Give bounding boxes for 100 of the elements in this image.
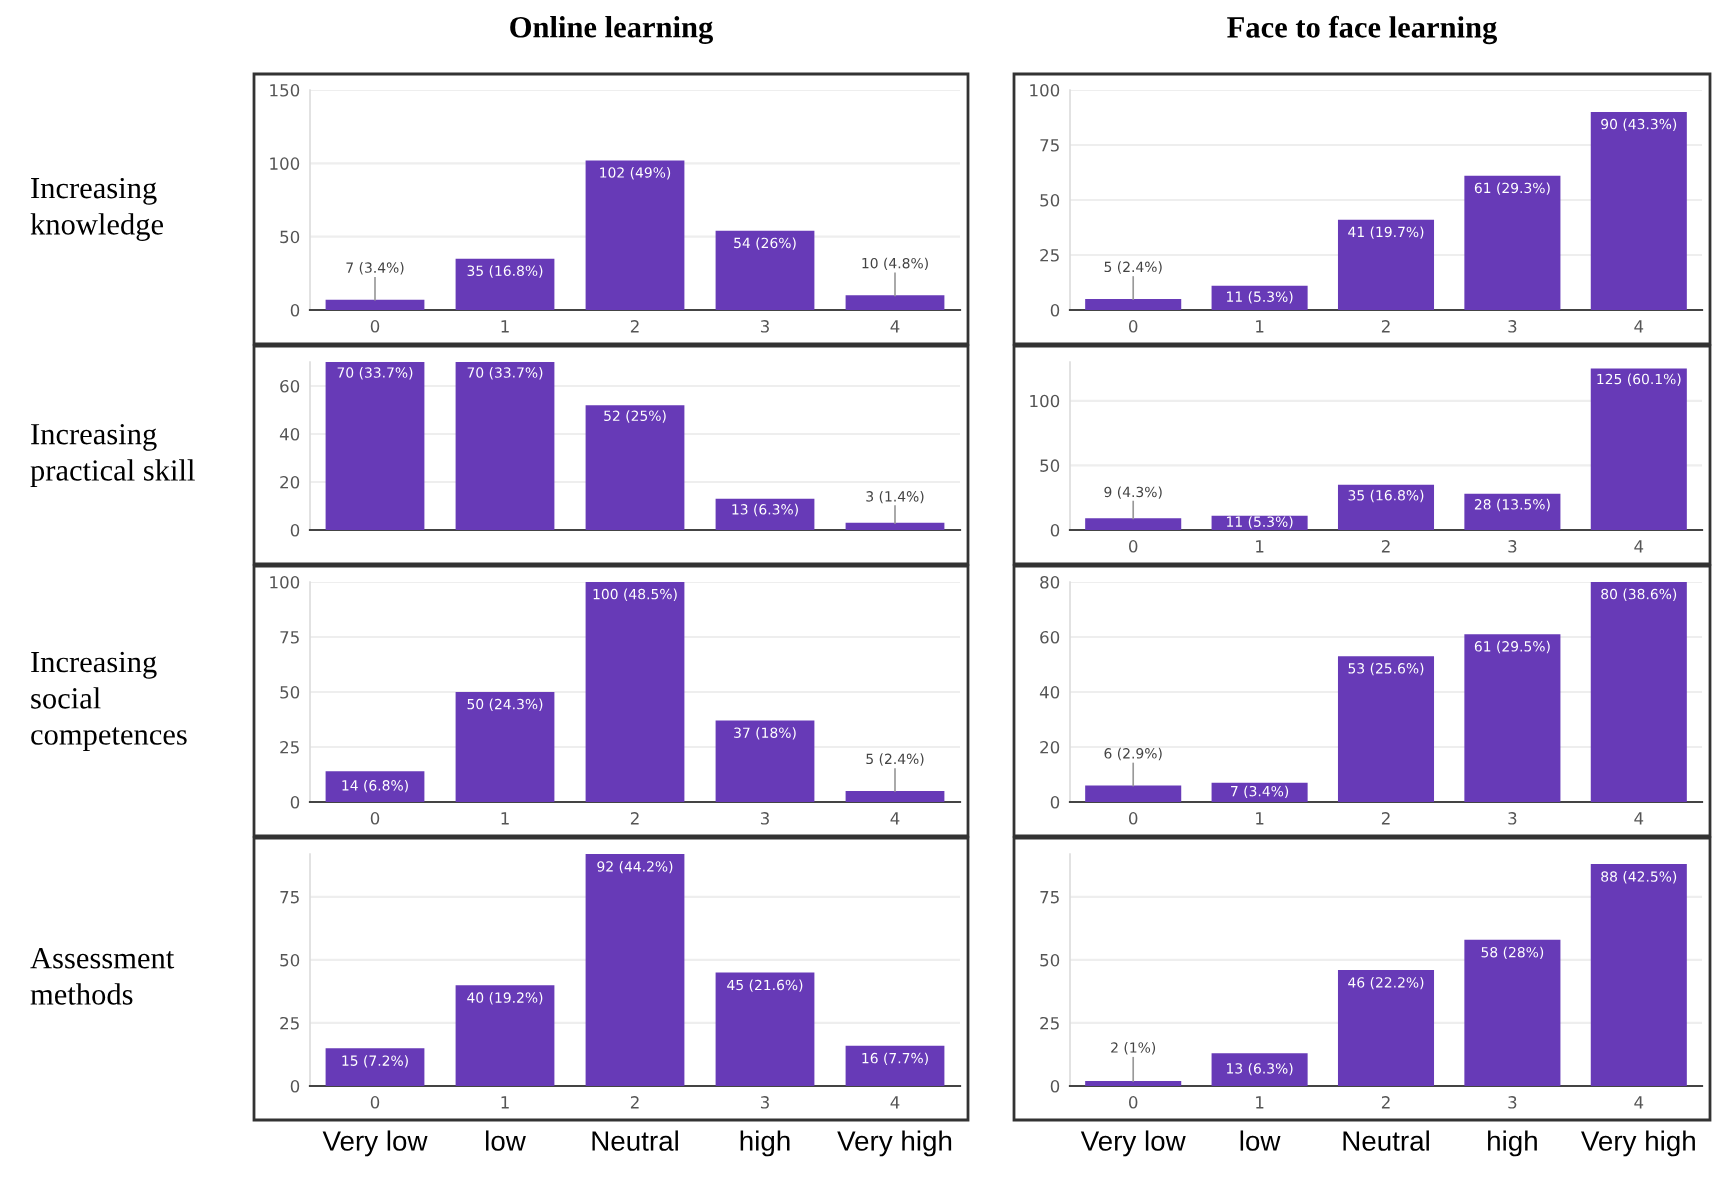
x-tick-label: 0 [1129, 540, 1138, 553]
bar [715, 230, 815, 310]
y-tick-label: 0 [1050, 303, 1060, 317]
bar [715, 720, 815, 802]
x-tick-label: 0 [370, 320, 380, 333]
y-tick-label: 75 [1040, 139, 1059, 152]
bar [845, 1045, 945, 1086]
y-tick-label: 20 [1040, 740, 1060, 754]
x-tick-label: 3 [1508, 1096, 1517, 1109]
y-tick-label: 25 [1040, 248, 1059, 262]
y-tick-label: 75 [1040, 891, 1059, 904]
bar [1590, 864, 1687, 1086]
x-tick-label: 2 [1381, 812, 1390, 825]
x-tick-label: 2 [1381, 1096, 1390, 1109]
y-tick-label: 75 [280, 631, 299, 644]
bar [1590, 582, 1687, 802]
bar [585, 582, 685, 802]
y-tick-label: 25 [1040, 1016, 1059, 1030]
x-tick-label: 3 [760, 1096, 769, 1109]
y-tick-label: 80 [1040, 575, 1060, 589]
text: Very high [837, 1130, 952, 1157]
bar [1211, 285, 1308, 310]
x-tick-label: 4 [890, 1096, 900, 1109]
x-tick-label: 3 [1508, 320, 1517, 333]
bar [845, 791, 945, 802]
bar [325, 771, 425, 802]
x-tick-label: 1 [501, 1096, 509, 1109]
x-tick-label: 4 [890, 320, 900, 333]
x-tick-label: 4 [1634, 320, 1644, 333]
bar [1085, 299, 1182, 310]
x-tick-label: 2 [630, 812, 639, 825]
y-tick-label: 60 [280, 379, 300, 393]
text: Neutral [1343, 1130, 1429, 1151]
y-tick-label: 100 [1030, 83, 1060, 97]
text: Very low [1080, 1130, 1186, 1157]
y-tick-label: 40 [1039, 685, 1060, 699]
y-tick-label: 25 [280, 1016, 299, 1030]
y-tick-label: 0 [290, 523, 300, 537]
y-tick-label: 0 [290, 303, 300, 317]
bar [1590, 368, 1687, 530]
bar [1085, 785, 1182, 802]
x-tick-label: 1 [1256, 812, 1264, 825]
y-tick-label: 0 [290, 795, 300, 809]
y-tick-label: 50 [1040, 953, 1060, 967]
text: high [740, 1130, 790, 1157]
x-tick-label: 0 [370, 1096, 380, 1109]
bar [455, 985, 555, 1086]
bar [715, 972, 815, 1086]
bar [1211, 1053, 1308, 1086]
y-tick-label: 40 [279, 427, 300, 441]
y-tick-label: 100 [1030, 394, 1060, 408]
bar [1085, 1080, 1182, 1086]
x-tick-label: 2 [630, 1096, 639, 1109]
x-tick-label: 1 [1256, 1096, 1264, 1109]
bar [1590, 112, 1687, 310]
y-tick-label: 50 [280, 953, 300, 967]
text: low [486, 1130, 526, 1151]
bar [455, 692, 555, 802]
y-tick-label: 100 [270, 575, 300, 589]
y-tick-label: 50 [280, 230, 300, 244]
bar [1464, 634, 1561, 802]
bar [1464, 493, 1561, 530]
x-tick-label: 4 [890, 812, 900, 825]
y-tick-label: 75 [280, 891, 299, 904]
bar [1337, 219, 1435, 310]
y-tick-label: 50 [1040, 459, 1060, 472]
x-tick-label: 0 [1129, 1096, 1138, 1109]
y-axis-title: Increasing social competences [31, 651, 187, 752]
bar [325, 362, 425, 530]
x-tick-label: 3 [1508, 812, 1517, 825]
x-tick-label: 3 [760, 812, 769, 825]
y-tick-label: 100 [270, 157, 300, 170]
x-tick-label: 1 [501, 320, 509, 333]
y-tick-label: 150 [270, 83, 300, 97]
bar [1337, 970, 1435, 1086]
bar [1464, 939, 1561, 1086]
bar [585, 854, 685, 1086]
x-tick-label: 4 [1634, 812, 1644, 825]
x-tick-label: 4 [1634, 540, 1644, 553]
x-tick-label: 3 [760, 320, 769, 333]
bar [1085, 518, 1182, 530]
x-tick-label: 4 [1634, 1096, 1644, 1109]
x-tick-label: 2 [1381, 320, 1390, 333]
x-tick-label: 2 [630, 320, 639, 333]
bar [845, 522, 945, 530]
y-tick-label: 25 [280, 740, 299, 754]
y-tick-label: 0 [1050, 795, 1060, 809]
bar [1464, 175, 1561, 310]
x-tick-label: 0 [1129, 320, 1138, 333]
x-tick-label: 1 [501, 812, 509, 825]
y-axis-title: Assessment methods [30, 948, 175, 1005]
y-tick-label: 0 [290, 1079, 300, 1093]
text: Neutral [592, 1130, 678, 1151]
y-axis-title: Increasing practical skill [30, 423, 195, 487]
bar [1337, 484, 1435, 530]
y-tick-label: 60 [1040, 630, 1060, 644]
y-tick-label: 50 [1040, 193, 1060, 207]
text: Very high [1581, 1130, 1695, 1157]
bar [325, 299, 425, 310]
x-tick-label: 0 [370, 812, 380, 825]
